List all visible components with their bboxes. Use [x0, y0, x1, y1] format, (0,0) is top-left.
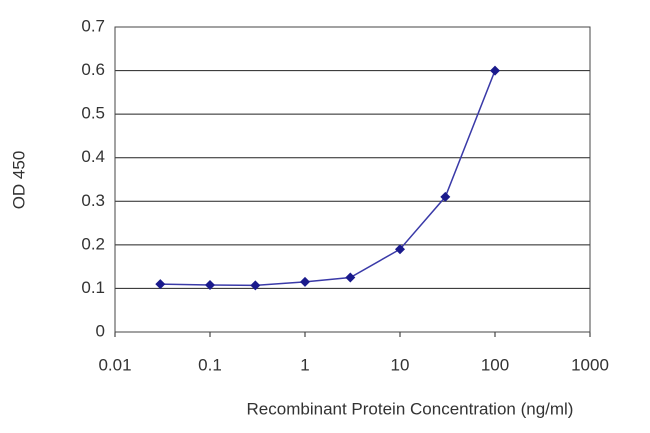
x-axis-label: Recombinant Protein Concentration (ng/ml… [247, 399, 574, 418]
data-point [395, 244, 405, 255]
data-point [440, 191, 451, 202]
y-tick-label: 0.1 [81, 278, 105, 297]
y-tick-label: 0.5 [81, 104, 105, 123]
x-tick-label: 0.01 [98, 355, 131, 374]
x-tick-label: 10 [391, 355, 410, 374]
data-point [205, 279, 215, 290]
x-tick-label: 0.1 [198, 355, 222, 374]
data-point [250, 280, 261, 291]
y-tick-label: 0.7 [81, 16, 105, 35]
plot-frame [114, 26, 591, 333]
y-tick-label: 0.6 [81, 60, 105, 79]
x-tick-label: 100 [481, 355, 509, 374]
data-point [345, 272, 356, 283]
data-point [490, 65, 500, 76]
y-tick-label: 0 [96, 321, 105, 340]
data-point [155, 279, 166, 290]
y-axis-label: OD 450 [9, 151, 28, 210]
y-tick-label: 0.2 [81, 234, 105, 253]
x-tick-label: 1 [300, 355, 309, 374]
y-tick-label: 0.4 [81, 147, 105, 166]
x-tick-label: 1000 [571, 355, 609, 374]
data-line [160, 70, 496, 287]
y-tick-label: 0.3 [81, 191, 105, 210]
data-point [300, 276, 310, 287]
